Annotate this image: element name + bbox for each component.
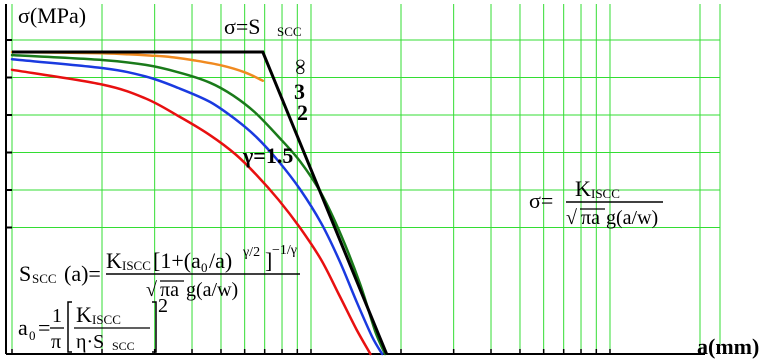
svg-text:√: √ — [146, 279, 157, 301]
svg-text:[1+(a: [1+(a — [153, 248, 201, 273]
svg-text:1: 1 — [52, 305, 62, 327]
svg-text:η·S: η·S — [76, 331, 104, 353]
svg-text:2: 2 — [158, 295, 168, 317]
svg-text:ISCC: ISCC — [92, 312, 121, 327]
curve-series-2 — [10, 58, 384, 356]
label-gamma-2: 2 — [297, 100, 308, 125]
svg-text:0: 0 — [201, 260, 208, 275]
lefm-formula: σ= K ISCC √ πa g(a/w) — [529, 176, 663, 229]
grid-lines — [6, 4, 720, 354]
a0-formula: a 0 = 1 π K ISCC η·S SCC 2 — [18, 295, 168, 353]
svg-text:ISCC: ISCC — [591, 186, 620, 201]
svg-text:σ=: σ= — [529, 188, 553, 213]
svg-text:S: S — [19, 261, 31, 286]
svg-text:SCC: SCC — [277, 24, 302, 39]
svg-text:−1/γ: −1/γ — [272, 243, 297, 258]
svg-text:√: √ — [566, 207, 577, 229]
svg-text:SCC: SCC — [112, 339, 135, 353]
svg-text:g(a/w): g(a/w) — [186, 279, 238, 301]
svg-text:=: = — [38, 315, 50, 340]
svg-text:]: ] — [265, 248, 272, 273]
axes — [5, 4, 721, 355]
svg-text:a: a — [18, 315, 28, 340]
svg-text:πa: πa — [160, 279, 179, 301]
y-axis-label: σ(MPa) — [18, 3, 86, 28]
svg-text:K: K — [76, 302, 92, 327]
svg-text:σ=S: σ=S — [224, 14, 261, 39]
svg-text:ISCC: ISCC — [122, 258, 151, 273]
sscc-formula: S SCC (a)= K ISCC [1+(a 0 /a) γ/2 ] −1/γ… — [19, 243, 300, 301]
svg-text:(a)=: (a)= — [64, 261, 101, 286]
curves — [10, 50, 388, 356]
x-axis-label: a(mm) — [697, 334, 759, 359]
plateau-label: σ=S SCC — [224, 14, 302, 39]
svg-text:0: 0 — [29, 328, 36, 343]
svg-text:SCC: SCC — [32, 271, 57, 286]
curve-series-3 — [10, 68, 372, 356]
label-gamma-3: 3 — [294, 79, 305, 104]
curve-series-1 — [10, 53, 387, 356]
svg-text:K: K — [106, 248, 122, 273]
envelope-line — [12, 50, 388, 355]
svg-text:K: K — [575, 176, 591, 201]
label-infinity: ∞ — [289, 59, 314, 75]
svg-text:/a): /a) — [209, 248, 232, 273]
svg-text:γ/2: γ/2 — [242, 245, 260, 260]
svg-text:πa: πa — [581, 207, 600, 229]
svg-text:π: π — [51, 331, 61, 353]
label-gamma-1-5: γ=1.5 — [242, 143, 293, 168]
svg-text:g(a/w): g(a/w) — [606, 207, 658, 229]
